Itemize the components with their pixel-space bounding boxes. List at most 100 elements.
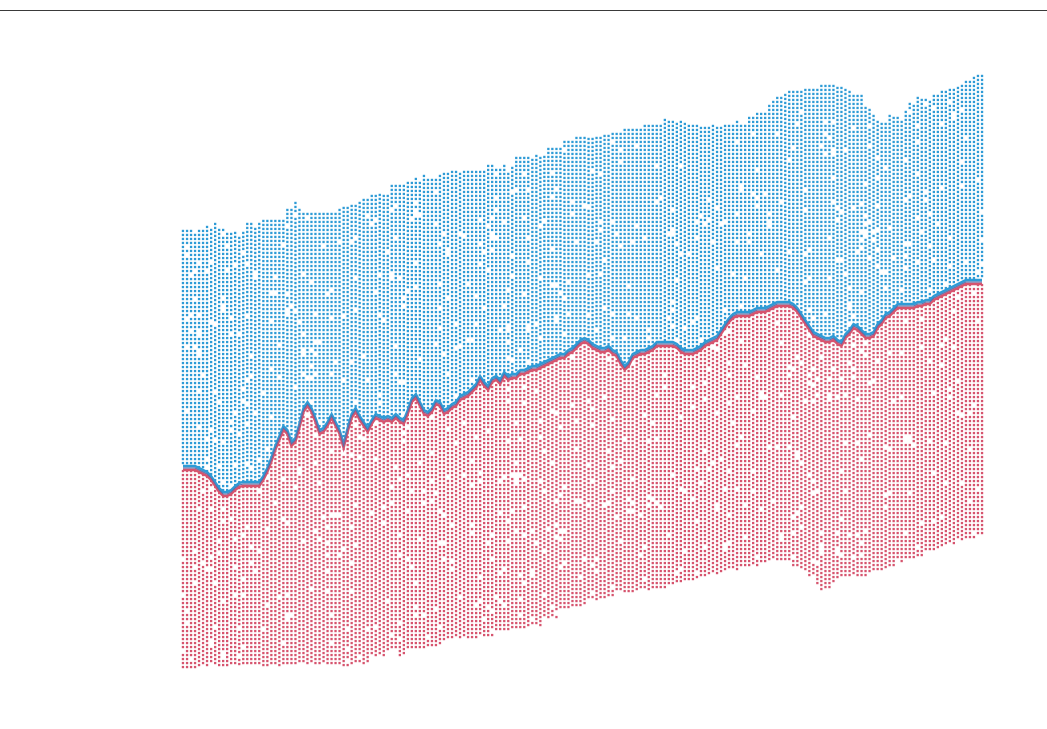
upper-dot (346, 346, 349, 350)
upper-dot (535, 346, 538, 350)
upper-dot (193, 249, 197, 253)
upper-dot (226, 424, 229, 428)
upper-dot (270, 419, 273, 423)
upper-dot (258, 286, 261, 290)
upper-dot (362, 214, 365, 218)
upper-dot (438, 214, 442, 218)
upper-dot (462, 194, 466, 198)
upper-dot (523, 276, 526, 280)
upper-dot (318, 308, 321, 312)
upper-dot (535, 202, 538, 206)
upper-dot (230, 464, 233, 468)
upper-dot (418, 217, 421, 221)
upper-dot (222, 276, 225, 280)
upper-dot (298, 312, 301, 316)
upper-dot (547, 247, 550, 251)
upper-dot (238, 452, 241, 456)
upper-dot (346, 322, 349, 326)
upper-dot (193, 309, 197, 313)
upper-dot (503, 352, 506, 356)
upper-dot (222, 324, 225, 328)
upper-dot (499, 356, 502, 360)
upper-dot (470, 218, 474, 222)
upper-dot (454, 230, 458, 234)
upper-dot (462, 298, 466, 302)
upper-dot (230, 236, 233, 240)
upper-dot (515, 316, 518, 320)
upper-dot (454, 250, 458, 254)
upper-dot (402, 252, 405, 256)
upper-dot (487, 368, 490, 372)
upper-dot (398, 264, 401, 268)
upper-dot (322, 288, 325, 292)
upper-dot (254, 475, 257, 479)
upper-dot (422, 202, 426, 206)
upper-dot (290, 300, 293, 304)
upper-dot (410, 273, 413, 277)
upper-dot (262, 471, 265, 475)
upper-dot (547, 355, 550, 359)
upper-dot (430, 246, 434, 250)
upper-dot (511, 370, 514, 374)
upper-dot (470, 190, 474, 194)
upper-dot (523, 348, 526, 352)
upper-dot (226, 252, 229, 256)
upper-dot (181, 333, 185, 337)
upper-dot (511, 366, 514, 370)
upper-dot (418, 193, 421, 197)
upper-dot (470, 350, 474, 354)
upper-dot (382, 398, 385, 402)
upper-dot (466, 302, 470, 306)
upper-dot (366, 354, 369, 358)
upper-dot (422, 194, 426, 198)
upper-dot (282, 331, 285, 335)
upper-dot (358, 321, 361, 325)
upper-dot (386, 242, 389, 246)
upper-dot (262, 411, 265, 415)
upper-dot (414, 229, 417, 233)
upper-dot (270, 247, 273, 251)
upper-dot (181, 433, 185, 437)
upper-dot (458, 208, 462, 212)
upper-dot (366, 330, 369, 334)
upper-dot (454, 374, 458, 378)
upper-dot (242, 363, 245, 367)
upper-dot (250, 438, 253, 442)
upper-dot (426, 186, 430, 190)
upper-dot (318, 296, 321, 300)
upper-dot (551, 231, 554, 235)
upper-dot (218, 392, 221, 396)
upper-dot (234, 295, 237, 299)
upper-dot (330, 244, 333, 248)
upper-dot (322, 348, 325, 352)
upper-dot (495, 328, 498, 332)
upper-dot (318, 316, 321, 320)
upper-dot (218, 456, 221, 460)
upper-dot (290, 308, 293, 312)
upper-dot (266, 383, 269, 387)
upper-dot (222, 392, 225, 396)
upper-dot (462, 350, 466, 354)
upper-dot (382, 402, 385, 406)
upper-dot (254, 463, 257, 467)
upper-dot (254, 427, 257, 431)
upper-dot (374, 250, 377, 254)
upper-dot (298, 344, 301, 348)
upper-dot (278, 427, 281, 431)
upper-dot (458, 332, 462, 336)
upper-dot (434, 226, 438, 230)
upper-dot (386, 282, 389, 286)
upper-dot (374, 382, 377, 386)
upper-dot (535, 198, 538, 202)
upper-dot (430, 374, 434, 378)
upper-dot (230, 380, 233, 384)
upper-dot (535, 270, 538, 274)
upper-dot (442, 304, 446, 308)
upper-dot (254, 399, 257, 403)
upper-dot (338, 368, 341, 372)
upper-dot (270, 231, 273, 235)
upper-dot (214, 466, 217, 470)
upper-dot (205, 449, 209, 453)
upper-dot (234, 407, 237, 411)
upper-dot (346, 210, 349, 214)
